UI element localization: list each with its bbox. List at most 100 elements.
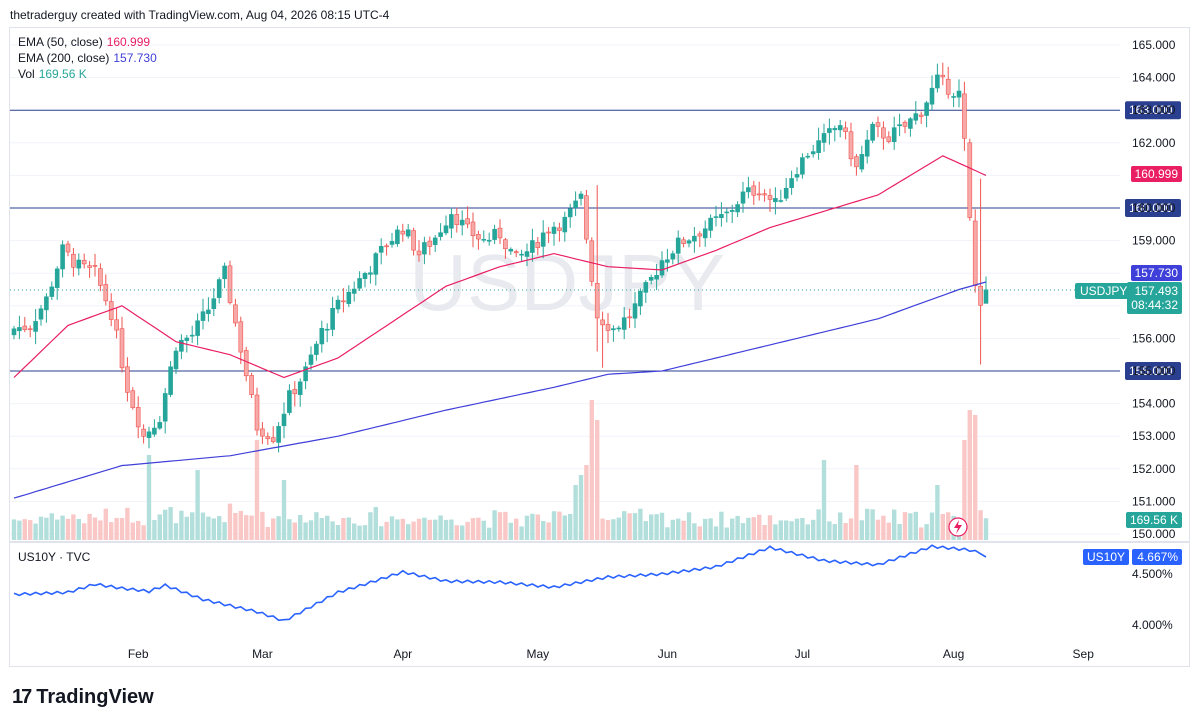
candle bbox=[238, 316, 244, 365]
price-tick-label: 165.000 bbox=[1132, 38, 1176, 52]
candle-body bbox=[675, 237, 681, 254]
candle bbox=[459, 210, 465, 236]
candle bbox=[146, 426, 152, 449]
candle-body bbox=[454, 214, 460, 225]
volume-bar bbox=[476, 517, 481, 540]
candle bbox=[11, 325, 17, 340]
legend-ema50[interactable]: EMA (50, close) 160.999 bbox=[18, 34, 157, 50]
volume-bar bbox=[524, 515, 530, 540]
candle-body bbox=[935, 74, 940, 89]
candle bbox=[411, 227, 416, 256]
candle bbox=[27, 325, 33, 338]
volume-bar bbox=[832, 524, 837, 540]
candle bbox=[87, 260, 92, 278]
candle-body bbox=[800, 157, 805, 175]
legend-ema200-value: 157.730 bbox=[113, 51, 157, 65]
candle bbox=[103, 274, 109, 306]
candle-body bbox=[17, 327, 22, 332]
candle-body bbox=[665, 259, 670, 263]
volume-bar bbox=[335, 524, 341, 540]
candle bbox=[697, 231, 703, 248]
candle bbox=[314, 341, 319, 361]
candle-body bbox=[416, 250, 422, 256]
volume-bar bbox=[670, 519, 675, 540]
volume-bar bbox=[416, 518, 422, 540]
volume-bar bbox=[686, 512, 692, 540]
volume-bar bbox=[238, 510, 243, 540]
candle bbox=[216, 277, 222, 304]
tradingview-brand[interactable]: 17 TradingView bbox=[12, 686, 154, 709]
legend-vol-label: Vol bbox=[18, 67, 35, 81]
volume-bar bbox=[892, 509, 897, 540]
candle-body bbox=[832, 128, 838, 131]
legend-ema200[interactable]: EMA (200, close) 157.730 bbox=[18, 50, 157, 66]
candle bbox=[486, 232, 492, 246]
volume-bar bbox=[460, 525, 465, 540]
indicator-legend: EMA (50, close) 160.999 EMA (200, close) 1… bbox=[18, 34, 157, 82]
candle bbox=[535, 236, 541, 256]
candle bbox=[265, 432, 271, 445]
candle bbox=[303, 361, 308, 390]
candle bbox=[438, 223, 443, 241]
candle-body bbox=[206, 309, 211, 315]
candle-body bbox=[643, 282, 649, 293]
volume-bar bbox=[654, 514, 659, 540]
candle bbox=[783, 177, 789, 201]
candle-body bbox=[594, 282, 600, 319]
candle bbox=[627, 308, 632, 328]
candle bbox=[945, 66, 951, 99]
volume-bar bbox=[778, 520, 783, 540]
legend-vol[interactable]: Vol 169.56 K bbox=[18, 66, 157, 82]
candle-body bbox=[265, 436, 271, 440]
candle bbox=[530, 228, 535, 262]
volume-bar bbox=[735, 515, 740, 540]
candle-body bbox=[324, 328, 330, 331]
candle bbox=[870, 121, 875, 144]
candle bbox=[200, 298, 206, 330]
candle bbox=[297, 378, 303, 407]
volume-bar bbox=[341, 518, 346, 540]
lightning-icon[interactable] bbox=[948, 517, 968, 537]
candle-body bbox=[519, 253, 524, 256]
candle-body bbox=[362, 273, 368, 279]
volume-bar bbox=[897, 524, 902, 540]
candle-body bbox=[168, 366, 173, 395]
us10y-legend[interactable]: US10Y · TVC bbox=[18, 550, 91, 564]
candle-body bbox=[173, 350, 179, 370]
candle bbox=[513, 249, 519, 258]
candle-body bbox=[632, 303, 638, 319]
volume-bar bbox=[508, 522, 513, 540]
volume-bar bbox=[227, 503, 233, 540]
candle-body bbox=[972, 220, 978, 286]
volume-bar bbox=[71, 514, 76, 540]
candle bbox=[400, 223, 406, 242]
candle-body bbox=[87, 265, 92, 268]
candle bbox=[648, 274, 654, 285]
candle-body bbox=[535, 242, 541, 249]
month-tick-label: Feb bbox=[128, 647, 149, 661]
volume-bar bbox=[60, 515, 65, 540]
candle bbox=[935, 63, 940, 93]
volume-bar bbox=[292, 522, 297, 540]
volume-bar bbox=[222, 522, 227, 540]
candle-body bbox=[427, 240, 433, 247]
candle-body bbox=[378, 246, 384, 253]
volume-bar bbox=[730, 518, 735, 540]
volume-bar bbox=[514, 518, 519, 540]
volume-bar bbox=[870, 509, 875, 540]
candle-body bbox=[735, 204, 740, 213]
us10y-value-tag: 4.667% bbox=[1132, 549, 1182, 565]
candle bbox=[346, 285, 352, 308]
candle bbox=[567, 203, 573, 228]
volume-bar bbox=[535, 514, 540, 540]
candle-body bbox=[443, 225, 449, 234]
volume-bar bbox=[789, 521, 794, 540]
candle-body bbox=[497, 227, 503, 239]
volume-bar bbox=[573, 485, 578, 540]
candle-body bbox=[368, 272, 373, 275]
candle-body bbox=[897, 124, 902, 127]
volume-bar bbox=[130, 522, 135, 540]
candle-body bbox=[438, 232, 443, 237]
candle-body bbox=[978, 285, 983, 306]
